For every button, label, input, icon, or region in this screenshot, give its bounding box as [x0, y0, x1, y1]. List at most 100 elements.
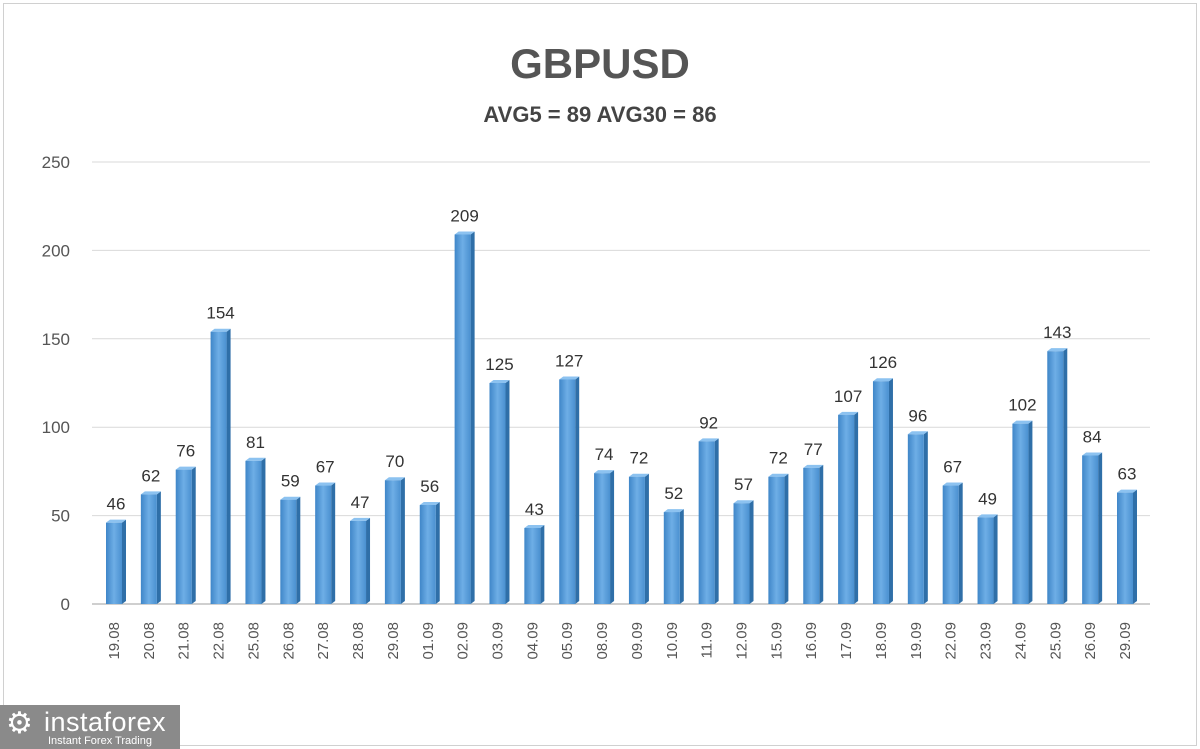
x-tick-label: 22.09 [943, 622, 960, 660]
data-label: 77 [804, 440, 823, 459]
bar-top [768, 473, 789, 477]
data-label: 76 [176, 442, 195, 461]
x-tick-label: 22.08 [211, 622, 228, 660]
data-label: 72 [629, 449, 648, 468]
bar-side [644, 473, 649, 604]
logo-name: instaforex [44, 707, 167, 737]
bar-side [470, 231, 475, 604]
bar [594, 473, 611, 604]
data-label: 63 [1118, 465, 1137, 484]
bar-side [784, 473, 789, 604]
x-tick-label: 29.08 [385, 622, 402, 660]
x-tick-label: 26.08 [280, 622, 297, 660]
data-label: 59 [281, 472, 300, 491]
bar [106, 522, 122, 604]
bar [1082, 455, 1099, 604]
x-tick-label: 05.09 [559, 622, 576, 660]
x-tick-label: 24.09 [1012, 622, 1029, 660]
bar-top [977, 514, 998, 518]
bar-side [435, 501, 440, 604]
data-label: 74 [595, 445, 614, 464]
x-tick-label: 10.09 [664, 622, 681, 660]
bar [768, 476, 785, 604]
x-tick-label: 21.08 [176, 622, 193, 660]
y-tick-label: 150 [42, 330, 70, 349]
x-tick-label: 12.09 [734, 622, 751, 660]
bar-side [854, 411, 859, 604]
bar [942, 485, 959, 604]
bar [1012, 423, 1029, 604]
data-label: 46 [107, 495, 126, 514]
bar [489, 383, 506, 604]
x-tick-label: 20.08 [141, 622, 158, 660]
bar [628, 476, 645, 604]
bar-top [733, 500, 754, 504]
bar-top [698, 438, 719, 442]
bar-top [384, 477, 405, 481]
bar [280, 499, 297, 604]
data-label: 96 [908, 406, 927, 425]
x-tick-label: 19.08 [106, 622, 123, 660]
data-label: 81 [246, 433, 265, 452]
bar-side [366, 517, 371, 604]
logo-tagline: Instant Forex Trading [48, 735, 152, 747]
bar-top [489, 380, 510, 383]
bar [1047, 351, 1064, 604]
x-tick-label: 27.08 [315, 622, 332, 660]
bar [454, 234, 471, 604]
bar-top [140, 491, 161, 495]
bar-top [942, 482, 963, 486]
bar-top [315, 482, 336, 486]
bar-side [923, 431, 928, 604]
data-label: 67 [943, 458, 962, 477]
data-label: 143 [1043, 323, 1071, 342]
y-tick-label: 250 [42, 153, 70, 172]
data-label: 67 [316, 458, 335, 477]
data-label: 57 [734, 475, 753, 494]
bar [419, 504, 436, 604]
data-label: 56 [420, 477, 439, 496]
x-tick-label: 29.09 [1117, 622, 1134, 660]
bar-top [1012, 420, 1033, 424]
data-label: 107 [834, 387, 862, 406]
bar-side [156, 491, 161, 604]
chart-title: GBPUSD [510, 40, 690, 87]
data-label: 84 [1083, 427, 1102, 446]
bar [524, 527, 541, 604]
bar-top [210, 328, 231, 332]
bar-side [575, 376, 580, 604]
bar-side [993, 514, 998, 604]
bar-top [907, 431, 928, 435]
bar-side [1098, 452, 1103, 604]
x-tick-label: 19.09 [908, 622, 925, 660]
bar-side [226, 328, 231, 604]
bar-top [872, 378, 893, 382]
x-tick-label: 16.09 [803, 622, 820, 660]
bar-side [261, 457, 266, 604]
y-tick-label: 200 [42, 241, 70, 260]
bar-side [1063, 348, 1068, 604]
bar-side [296, 496, 301, 604]
data-label: 47 [351, 493, 370, 512]
bar-side [331, 482, 336, 604]
bar-top [245, 457, 266, 461]
x-tick-label: 26.09 [1082, 622, 1099, 660]
bar-top [663, 509, 684, 513]
x-tick-label: 09.09 [629, 622, 646, 660]
bar-top [175, 466, 196, 470]
x-tick-label: 08.09 [594, 622, 611, 660]
bar-top [1117, 489, 1137, 493]
data-label: 102 [1008, 396, 1036, 415]
bar-side [888, 378, 893, 604]
bar-side [679, 509, 684, 604]
bar [315, 485, 332, 604]
bar-side [191, 466, 196, 604]
bar [245, 460, 262, 604]
bar-top [559, 376, 580, 380]
data-label: 126 [869, 353, 897, 372]
bar-top [803, 464, 824, 468]
bar [733, 503, 750, 604]
bar-side [505, 380, 510, 604]
data-label: 49 [978, 489, 997, 508]
bar-side [400, 477, 405, 604]
